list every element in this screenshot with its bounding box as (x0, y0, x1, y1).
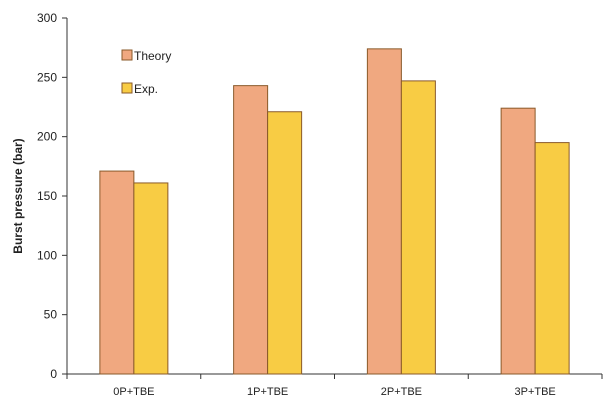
y-axis-title: Burst pressure (bar) (11, 138, 25, 253)
y-tick-label: 100 (37, 248, 57, 262)
bar-exp-0ptbe (133, 182, 169, 375)
bar-exp-2ptbe (400, 80, 436, 375)
y-tick-label: 50 (44, 308, 58, 322)
legend-label: Theory (134, 49, 171, 63)
bars (99, 48, 570, 375)
bar-exp-3ptbe (534, 142, 570, 375)
y-tick-label: 300 (37, 11, 57, 25)
y-tick-label: 200 (37, 130, 57, 144)
x-axis: 0P+TBE 1P+TBE 2P+TBE 3P+TBE (66, 373, 603, 398)
legend-swatch (121, 49, 133, 61)
bar-theory-1ptbe (233, 85, 269, 375)
x-tick-label: 1P+TBE (247, 386, 288, 398)
legend-label: Exp. (134, 82, 158, 96)
legend-swatch (121, 82, 133, 94)
legend: Theory Exp. (121, 49, 171, 96)
x-tick-label: 2P+TBE (381, 386, 422, 398)
y-axis: 0 50 100 150 200 250 300 (37, 11, 68, 381)
y-tick-label: 150 (37, 189, 57, 203)
y-tick-label: 250 (37, 70, 57, 84)
x-tick-label: 3P+TBE (514, 386, 555, 398)
bar-theory-2ptbe (366, 48, 402, 375)
y-tick-label: 0 (50, 367, 57, 381)
bar-theory-0ptbe (99, 170, 135, 375)
bar-theory-3ptbe (500, 107, 536, 375)
x-tick-label: 0P+TBE (113, 386, 154, 398)
bar-exp-1ptbe (267, 111, 303, 375)
